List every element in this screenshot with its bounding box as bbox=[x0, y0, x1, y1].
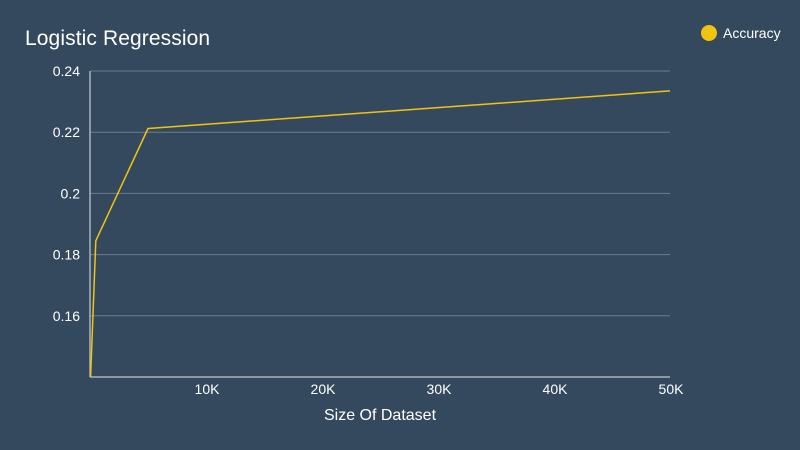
legend[interactable]: Accuracy bbox=[701, 25, 781, 41]
chart-title: Logistic Regression bbox=[25, 27, 211, 50]
y-tick-label: 0.22 bbox=[53, 124, 80, 140]
x-tick-label: 40K bbox=[543, 381, 569, 397]
y-tick-labels: 0.16 0.18 0.2 0.22 0.24 bbox=[53, 63, 80, 324]
axes bbox=[89, 71, 670, 378]
grid-lines bbox=[90, 70, 670, 317]
y-tick-label: 0.2 bbox=[61, 185, 81, 201]
x-tick-label: 20K bbox=[311, 381, 337, 397]
x-axis-label: Size Of Dataset bbox=[324, 407, 437, 424]
legend-label-accuracy: Accuracy bbox=[723, 25, 781, 41]
y-tick-label: 0.18 bbox=[53, 247, 80, 263]
legend-swatch-accuracy bbox=[701, 25, 717, 41]
y-tick-label: 0.16 bbox=[53, 308, 80, 324]
x-tick-labels: 10K 20K 30K 40K 50K bbox=[195, 381, 685, 397]
y-tick-label: 0.24 bbox=[53, 63, 80, 79]
x-tick-label: 50K bbox=[659, 381, 685, 397]
x-tick-label: 10K bbox=[195, 381, 221, 397]
series-layer bbox=[89, 90, 671, 378]
x-tick-label: 30K bbox=[427, 381, 453, 397]
series-line-accuracy[interactable] bbox=[89, 90, 671, 378]
